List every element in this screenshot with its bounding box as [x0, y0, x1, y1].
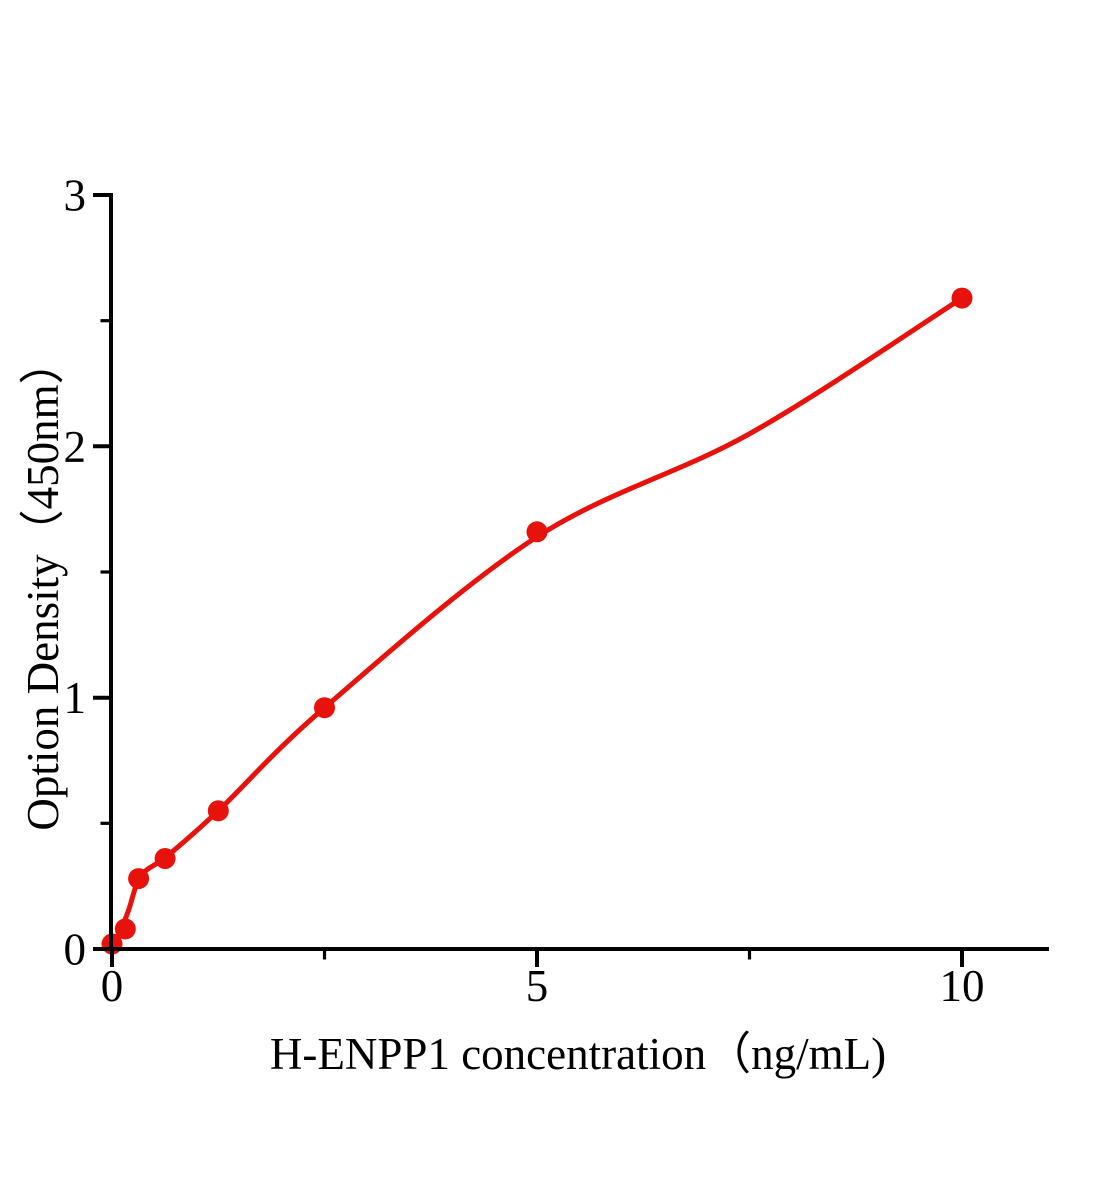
y-tick-label: 2 — [64, 422, 87, 472]
x-axis-title: H-ENPP1 concentration（ng/mL) — [270, 1029, 886, 1079]
axes-layer: 0 1 2 3 0 5 10 — [64, 171, 1049, 1011]
y-axis-title: Option Density（450nm） — [18, 339, 68, 830]
y-tick-label: 0 — [64, 925, 87, 975]
data-point — [207, 800, 229, 822]
x-tick-label: 10 — [940, 961, 985, 1011]
y-tick-label: 3 — [64, 171, 87, 221]
axis-line — [109, 193, 1049, 951]
data-point — [314, 697, 335, 719]
data-point — [526, 521, 548, 543]
fit-curve — [109, 295, 965, 952]
data-point — [128, 868, 150, 890]
data-point — [951, 287, 973, 309]
y-tick-label: 1 — [64, 673, 87, 723]
series-layer — [101, 287, 973, 955]
data-point — [114, 918, 136, 940]
x-tick-label: 5 — [526, 961, 549, 1011]
x-tick-label: 0 — [101, 961, 124, 1011]
data-point — [154, 848, 176, 869]
